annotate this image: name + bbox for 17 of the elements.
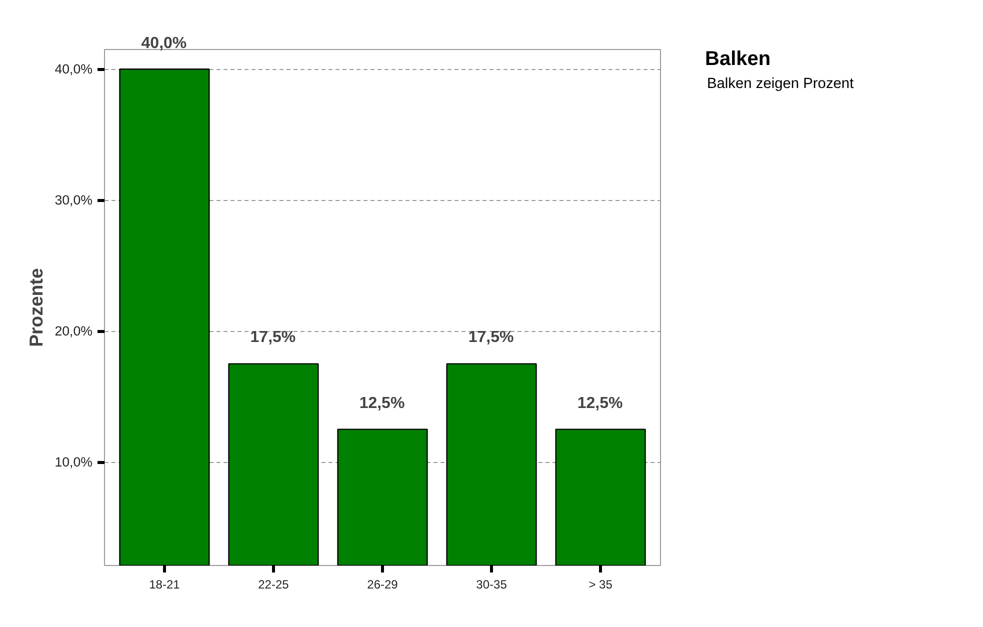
x-tick-label: 30-35 <box>476 578 508 592</box>
data-label: 12,5% <box>577 394 623 413</box>
text: Balken zeigen Prozent <box>707 74 854 94</box>
y-tick-label: 40,0% <box>54 62 93 77</box>
x-tick-label: 18-21 <box>149 578 180 592</box>
x-tick-label: 26-29 <box>367 578 398 592</box>
data-label: 17,5% <box>468 329 514 348</box>
x-tick-label: 22-25 <box>258 578 290 592</box>
y-tick-label: 30,0% <box>54 192 93 208</box>
data-label: 12,5% <box>359 394 405 413</box>
y-tick-label: 10,0% <box>54 454 93 470</box>
data-label: 40,0% <box>141 34 187 53</box>
text: Balken <box>705 47 772 72</box>
x-tick-label: > 35 <box>588 578 613 592</box>
y-tick-label: 20,0% <box>54 324 93 339</box>
y-axis-title: Prozente <box>26 268 47 347</box>
data-label: 17,5% <box>250 329 296 348</box>
